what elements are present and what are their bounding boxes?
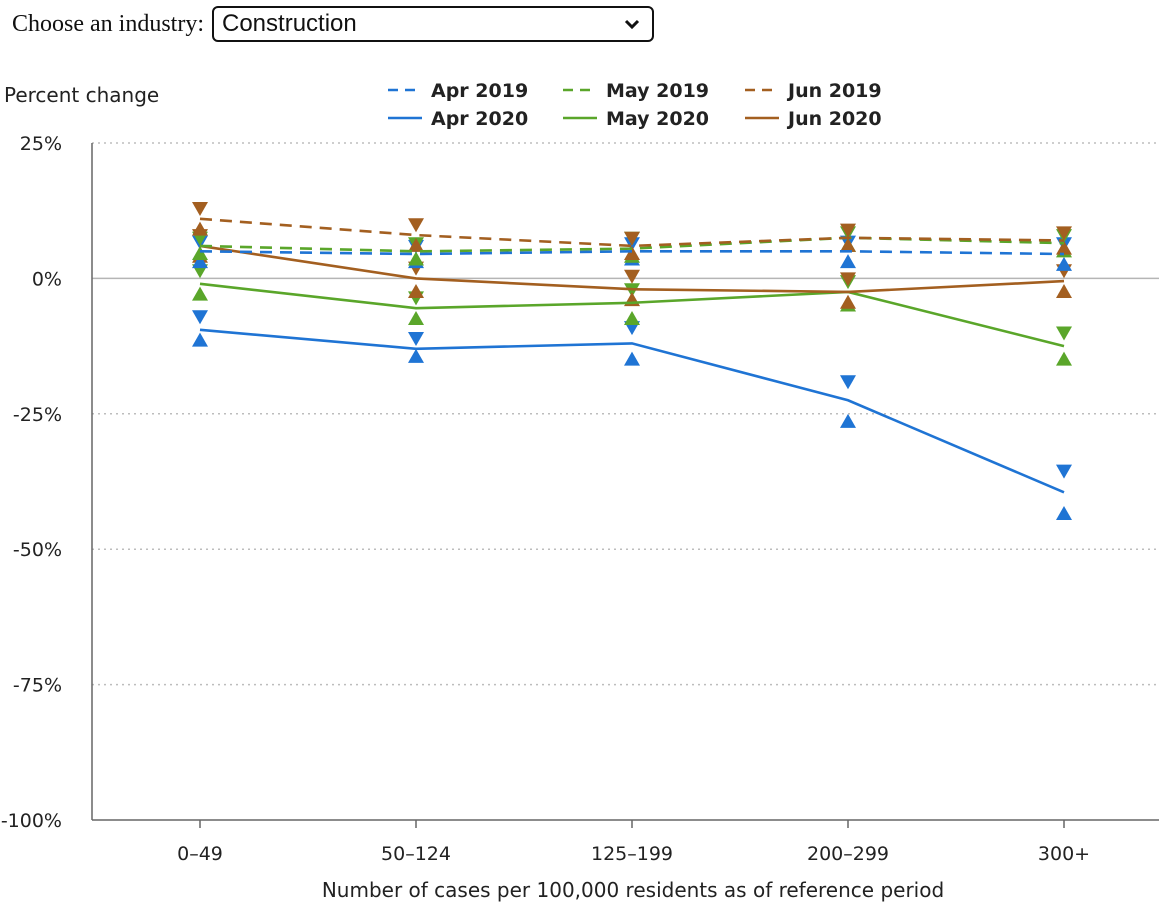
jun-2019-upper-marker [192,201,208,216]
jun-2019-upper-marker [840,223,856,238]
apr-2020-lower-marker [840,413,856,428]
may-2020-lower-marker [1056,351,1072,366]
y-axis-title: Percent change [4,83,159,107]
apr-2020-upper-marker [1056,464,1072,479]
apr-2020-lower-marker [192,332,208,347]
apr-2020-lower-marker [1056,505,1072,520]
x-tick-label: 50–124 [381,843,451,865]
jun-2020-upper-marker [624,269,640,284]
industry-label: Choose an industry: [12,10,204,37]
industry-control: Choose an industry: Construction [12,4,654,44]
apr-2020-upper-marker [840,375,856,390]
may-2019-lower-marker [408,251,424,266]
legend-label-may-2019: May 2019 [606,80,709,102]
y-tick-label: -100% [1,810,62,832]
y-tick-label: 25% [20,133,62,155]
apr-2020-line [199,328,1065,494]
legend-label-apr-2019: Apr 2019 [431,80,528,102]
jun-2020-lower-marker [1056,283,1072,298]
jun-2019-lower-marker [1056,240,1072,255]
apr-2019-lower-marker [192,254,208,269]
legend-label-jun-2019: Jun 2019 [786,80,882,102]
jun-2019-upper-marker [624,231,640,246]
x-tick-label: 0–49 [177,843,223,865]
apr-2019-lower-marker [840,254,856,269]
may-2020-lower-marker [408,311,424,326]
may-2020-lower-marker [192,286,208,301]
jun-2020-lower-marker [408,283,424,298]
jun-2019-lower-marker [624,246,640,261]
chevron-down-icon [624,19,640,30]
industry-select[interactable]: Construction [212,6,654,42]
jun-2019-upper-marker [1056,226,1072,241]
jun-2020-line [199,244,1065,294]
jun-2020-lower-marker [840,294,856,309]
apr-2020-upper-marker [192,310,208,325]
jun-2020-upper-marker [840,272,856,287]
apr-2020-upper-marker [408,331,424,346]
legend-label-apr-2020: Apr 2020 [431,108,528,130]
jun-2019-lower-marker [408,237,424,252]
legend-label-jun-2020: Jun 2020 [786,108,882,130]
jun-2019-lower-marker [840,237,856,252]
may-2020-upper-marker [1056,326,1072,341]
x-tick-label: 300+ [1038,843,1090,865]
y-tick-label: -50% [13,539,62,561]
x-axis-title: Number of cases per 100,000 residents as… [322,878,944,902]
jun-2019-upper-marker [408,218,424,233]
x-tick-label: 200–299 [807,843,889,865]
y-tick-label: -25% [13,404,62,426]
legend-label-may-2020: May 2020 [606,108,709,130]
jun-2019-line [199,217,1065,248]
y-tick-label: 0% [32,268,62,290]
apr-2019-lower-marker [1056,256,1072,271]
may-2020-line [199,282,1065,348]
x-tick-label: 125–199 [591,843,673,865]
apr-2019-line [199,250,1065,256]
apr-2020-lower-marker [408,348,424,363]
may-2020-lower-marker [624,311,640,326]
apr-2020-lower-marker [624,351,640,366]
industry-select-value: Construction [222,10,357,37]
jun-2019-lower-marker [192,221,208,236]
y-tick-label: -75% [13,675,62,697]
may-2019-lower-marker [192,246,208,261]
